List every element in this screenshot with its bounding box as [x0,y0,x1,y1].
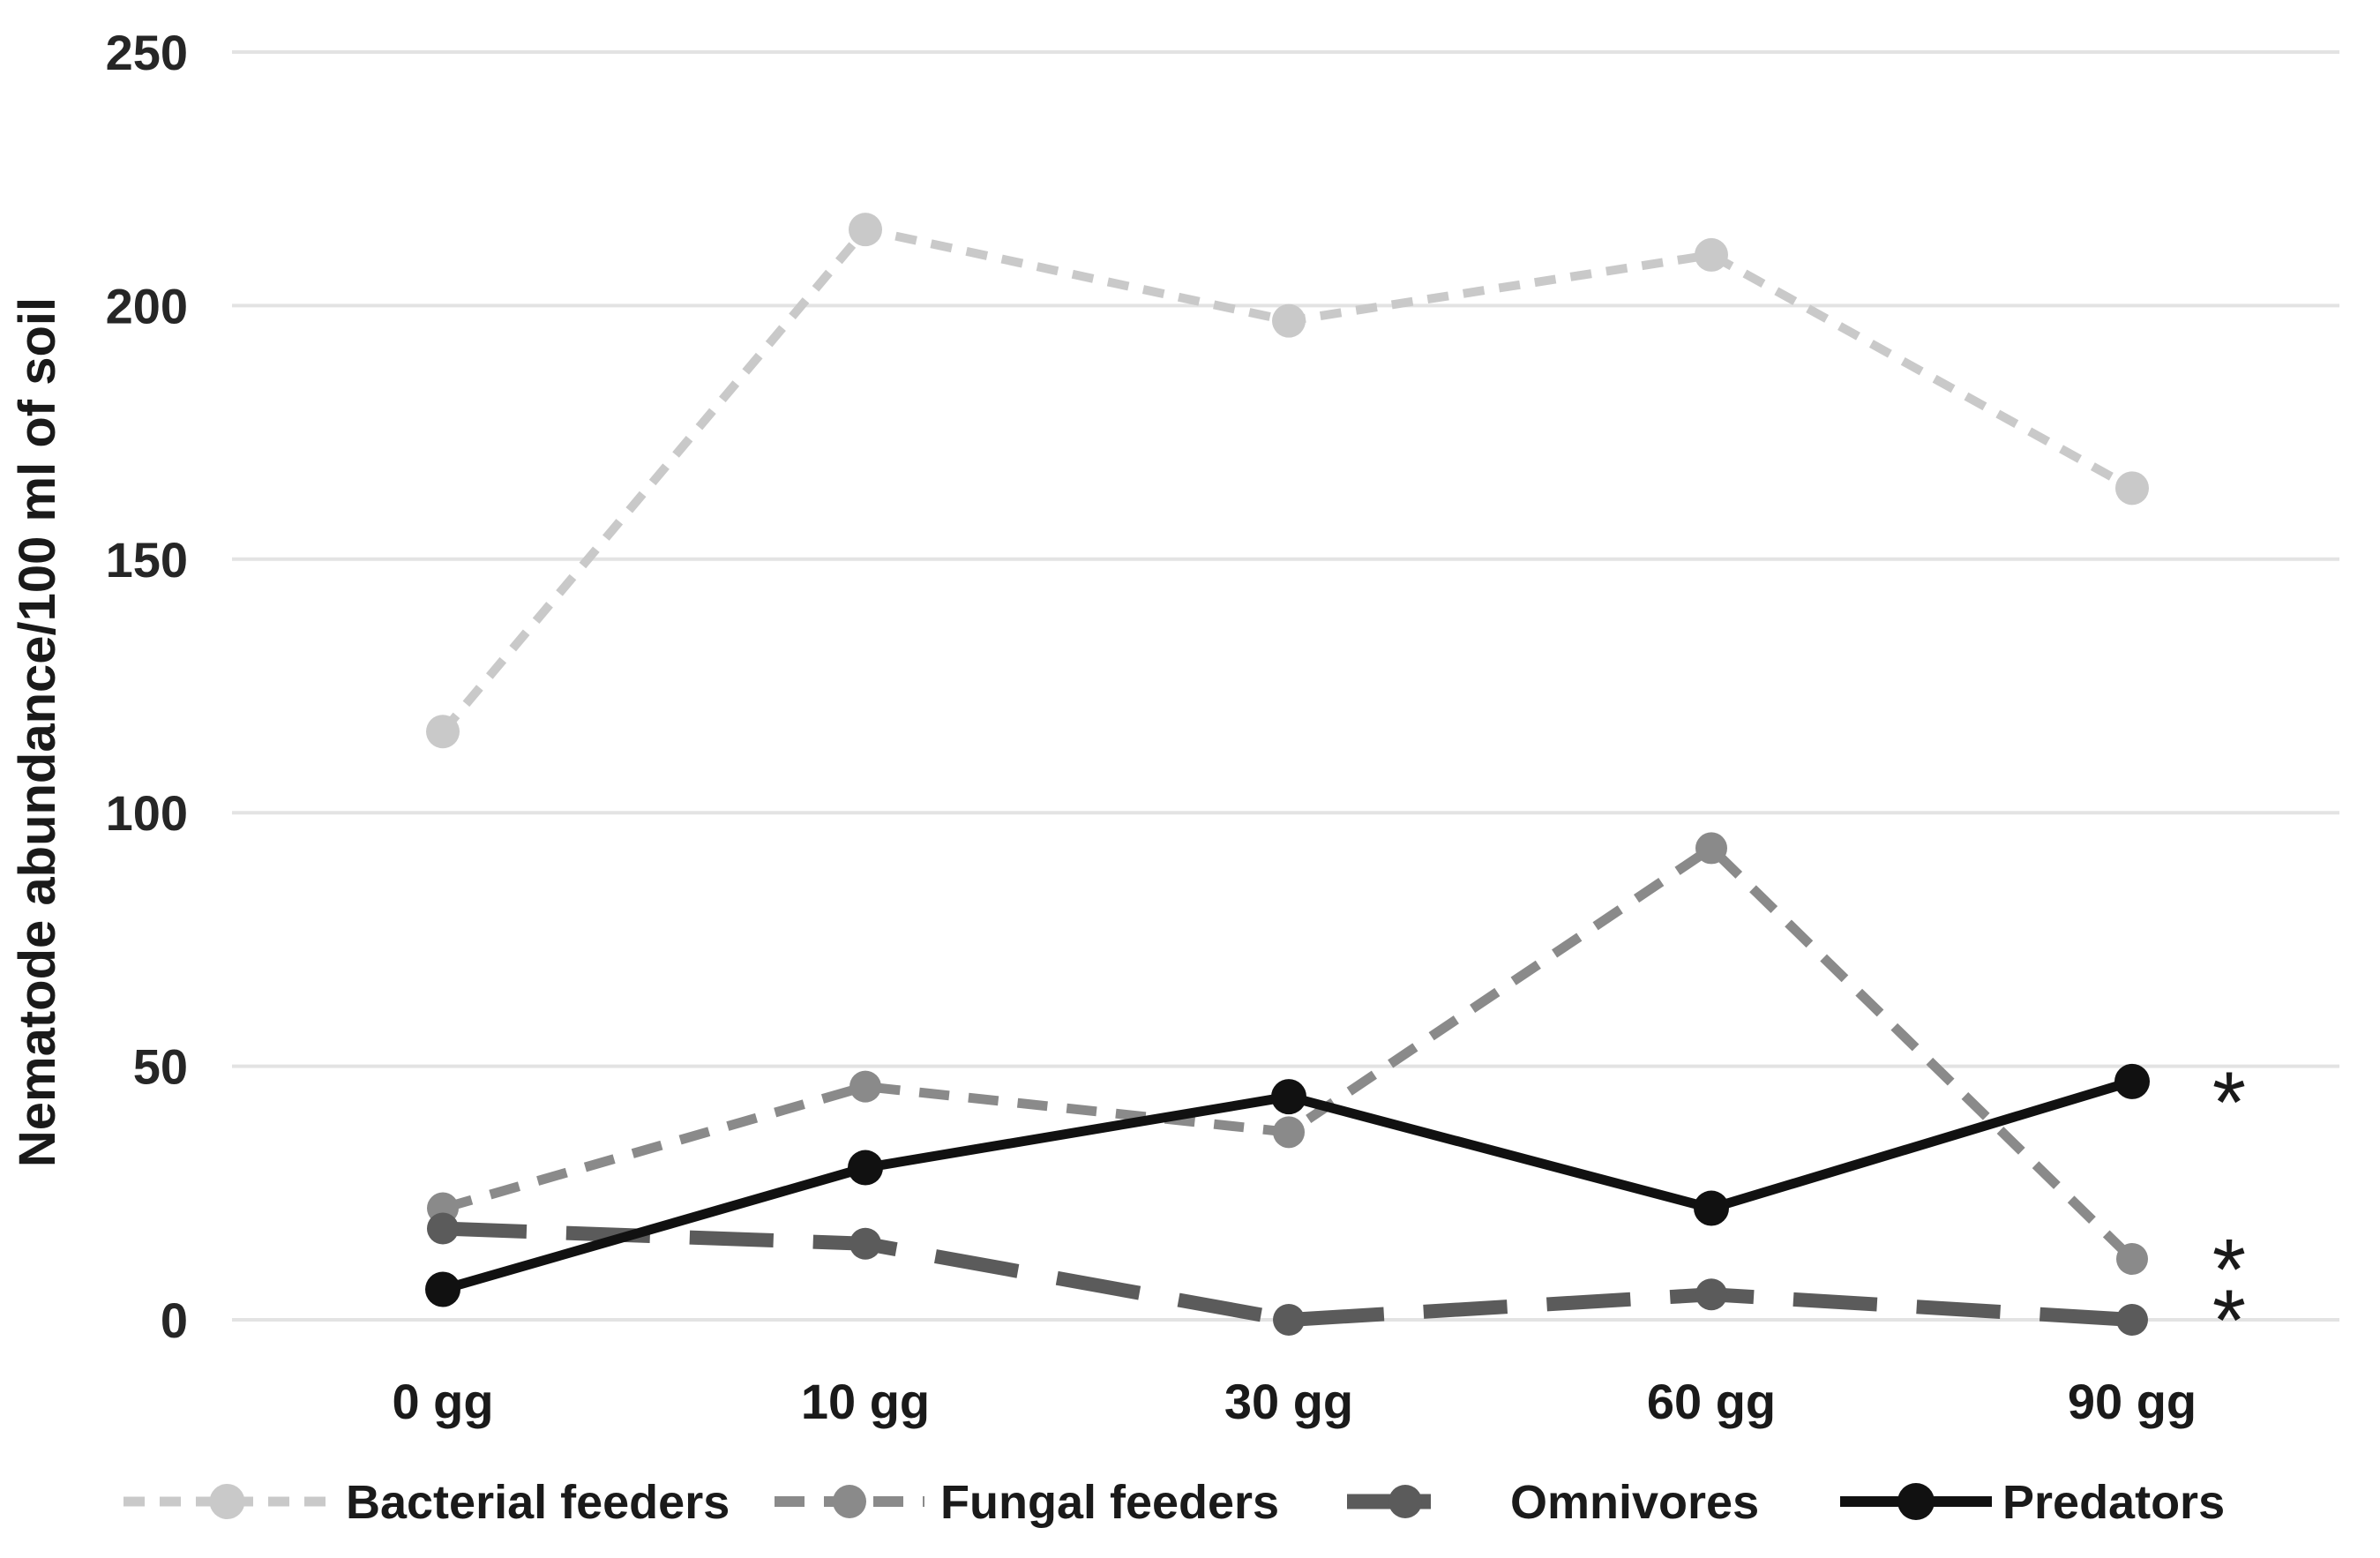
legend-label-0: Bacterial feeders [346,1476,730,1529]
x-axis-label-0: 0 gg [392,1374,493,1429]
x-axis-label-4: 90 gg [2068,1374,2197,1429]
x-axis-labels-group: 0 gg 10 gg 30 gg 60 gg 90 gg [392,1374,2197,1429]
y-tick-label-50: 50 [133,1039,188,1095]
y-tick-label-250: 250 [106,25,188,80]
legend-label-1: Fungal feeders [940,1476,1279,1529]
data-point-marker [1695,237,1728,272]
legend-marker-1 [833,1485,866,1518]
x-axis-label-1: 10 gg [801,1374,930,1429]
legend-group: Bacterial feeders Fungal feeders Omnivores… [123,1476,2225,1529]
y-tick-label-150: 150 [106,532,188,588]
y-tick-label-100: 100 [106,785,188,841]
significance-asterisk-0: * [2212,1053,2246,1150]
data-point-marker [848,1150,883,1186]
data-point-marker [1273,1304,1305,1336]
significance-asterisks-group: *** [2212,1053,2246,1368]
legend-label-3: Predators [2002,1476,2225,1529]
legend-marker-0 [209,1484,245,1519]
x-axis-label-2: 30 gg [1224,1374,1353,1429]
data-point-marker [2116,1304,2148,1336]
data-point-marker [849,1070,881,1103]
y-tick-label-200: 200 [106,278,188,333]
y-axis-tick-labels: 250 200 150 100 50 0 [106,25,188,1348]
y-axis-title: Nematode abundance/100 ml of soil [9,297,66,1167]
data-point-marker [1272,303,1306,338]
y-tick-label-0: 0 [161,1292,188,1348]
legend-marker-2 [1388,1485,1422,1518]
data-point-marker [427,1212,459,1245]
data-point-marker [426,715,460,749]
series-lines-group [439,225,2136,1327]
series-line-2 [442,1221,2133,1327]
data-point-marker [849,213,882,247]
data-point-marker [2114,1063,2150,1099]
data-point-marker [849,1227,881,1260]
legend-label-2: Omnivores [1510,1476,1759,1529]
data-point-marker [2115,471,2149,506]
data-point-marker [1695,1278,1727,1311]
legend-marker-3 [1897,1483,1935,1520]
series-line-1 [441,843,2136,1262]
data-point-marker [1271,1079,1306,1115]
significance-asterisk-1: * [2212,1221,2246,1318]
data-point-marker [2116,1243,2148,1276]
data-point-marker [1694,1190,1729,1226]
data-point-markers-group [425,213,2150,1336]
significance-asterisk-2: * [2212,1272,2246,1369]
data-point-marker [1273,1116,1305,1149]
x-axis-label-3: 60 gg [1647,1374,1776,1429]
data-point-marker [425,1271,460,1307]
data-point-marker [1695,832,1727,865]
